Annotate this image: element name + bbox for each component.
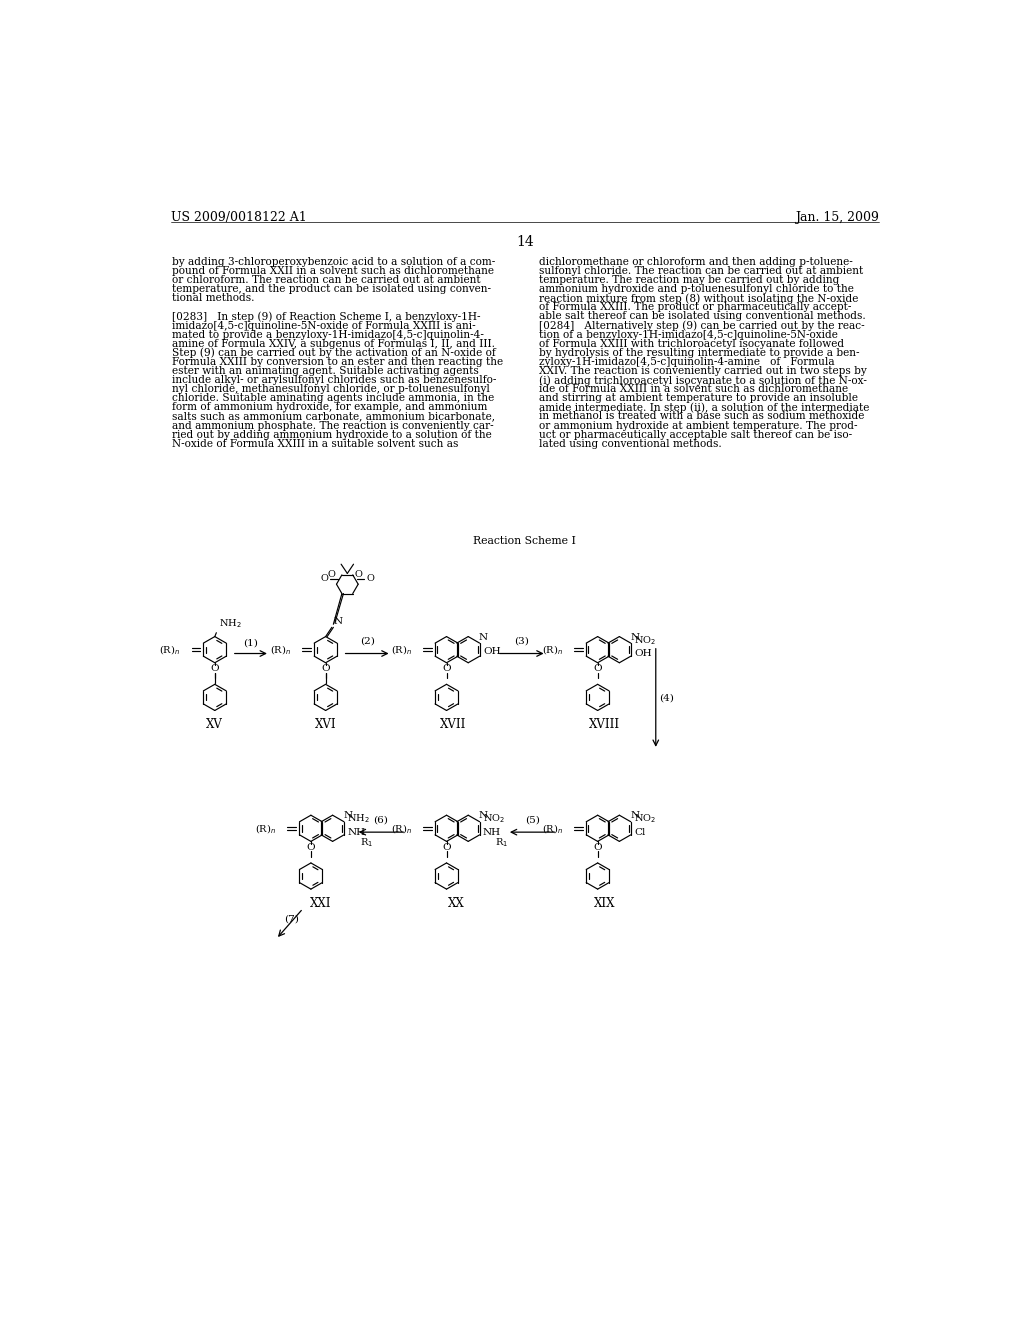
Text: (7): (7) [285,915,299,924]
Text: (1): (1) [244,639,258,647]
Text: (R)$_n$: (R)$_n$ [270,644,291,657]
Text: XVI: XVI [314,718,337,731]
Text: dichloromethane or chloroform and then adding p-toluene-: dichloromethane or chloroform and then a… [539,257,853,267]
Text: O: O [322,664,330,673]
Text: NH: NH [347,828,366,837]
Text: (6): (6) [374,816,388,825]
Text: NH$_2$: NH$_2$ [347,813,370,825]
Text: OH: OH [483,647,501,656]
Text: by adding 3-chloroperoxybenzoic acid to a solution of a com-: by adding 3-chloroperoxybenzoic acid to … [172,257,496,267]
Text: O: O [354,570,362,579]
Text: Formula XXIII by conversion to an ester and then reacting the: Formula XXIII by conversion to an ester … [172,356,504,367]
Text: R$_1$: R$_1$ [359,836,373,849]
Text: XVIII: XVIII [589,718,621,731]
Text: amine of Formula XXIV, a subgenus of Formulas I, II, and III.: amine of Formula XXIV, a subgenus of For… [172,339,496,348]
Text: XXI: XXI [309,896,331,909]
Text: Reaction Scheme I: Reaction Scheme I [473,536,577,545]
Text: imidazo[4,5-c]quinoline-5N-oxide of Formula XXIII is ani-: imidazo[4,5-c]quinoline-5N-oxide of Form… [172,321,476,330]
Text: tion of a benzyloxy-1H-imidazo[4,5-c]quinoline-5N-oxide: tion of a benzyloxy-1H-imidazo[4,5-c]qui… [539,330,838,339]
Text: Step (9) can be carried out by the activation of an N-oxide of: Step (9) can be carried out by the activ… [172,348,496,359]
Text: ammonium hydroxide and p-toluenesulfonyl chloride to the: ammonium hydroxide and p-toluenesulfonyl… [539,284,854,294]
Text: NO$_2$: NO$_2$ [634,634,656,647]
Text: N-oxide of Formula XXIII in a suitable solvent such as: N-oxide of Formula XXIII in a suitable s… [172,438,459,449]
Text: amide intermediate. In step (ii), a solution of the intermediate: amide intermediate. In step (ii), a solu… [539,403,869,413]
Text: nyl chloride, methanesulfonyl chloride, or p-toluenesulfonyl: nyl chloride, methanesulfonyl chloride, … [172,384,490,395]
Text: ried out by adding ammonium hydroxide to a solution of the: ried out by adding ammonium hydroxide to… [172,429,492,440]
Text: XIX: XIX [594,896,615,909]
Text: Cl: Cl [634,828,645,837]
Text: N: N [334,616,342,626]
Text: (3): (3) [514,636,529,645]
Text: (5): (5) [524,816,540,825]
Text: form of ammonium hydroxide, for example, and ammonium: form of ammonium hydroxide, for example,… [172,403,487,412]
Text: (R)$_n$: (R)$_n$ [542,822,563,836]
Text: NH$_2$: NH$_2$ [219,618,242,631]
Text: XX: XX [447,896,464,909]
Text: O: O [328,570,336,579]
Text: (i) adding trichloroacetyl isocyanate to a solution of the N-ox-: (i) adding trichloroacetyl isocyanate to… [539,375,866,385]
Text: O: O [366,574,374,583]
Text: XV: XV [207,718,223,731]
Text: O: O [593,843,602,851]
Text: (R)$_n$: (R)$_n$ [542,644,563,657]
Text: pound of Formula XXII in a solvent such as dichloromethane: pound of Formula XXII in a solvent such … [172,267,495,276]
Text: O: O [442,843,451,851]
Text: sulfonyl chloride. The reaction can be carried out at ambient: sulfonyl chloride. The reaction can be c… [539,267,863,276]
Text: US 2009/0018122 A1: US 2009/0018122 A1 [171,211,306,224]
Text: zyloxy-1H-imidazo[4,5-c]quinolin-4-amine   of   Formula: zyloxy-1H-imidazo[4,5-c]quinolin-4-amine… [539,356,835,367]
Text: (4): (4) [658,693,674,702]
Text: lated using conventional methods.: lated using conventional methods. [539,438,722,449]
Text: include alkyl- or arylsulfonyl chlorides such as benzenesulfo-: include alkyl- or arylsulfonyl chlorides… [172,375,497,385]
Text: reaction mixture from step (8) without isolating the N-oxide: reaction mixture from step (8) without i… [539,293,858,304]
Text: N: N [479,632,488,642]
Text: N: N [343,812,352,820]
Text: (R)$_n$: (R)$_n$ [391,644,412,657]
Text: able salt thereof can be isolated using conventional methods.: able salt thereof can be isolated using … [539,312,865,322]
Text: uct or pharmaceutically acceptable salt thereof can be iso-: uct or pharmaceutically acceptable salt … [539,429,852,440]
Text: (2): (2) [359,636,375,645]
Text: O: O [306,843,315,851]
Text: R$_1$: R$_1$ [496,836,508,849]
Text: O: O [442,664,451,673]
Text: temperature, and the product can be isolated using conven-: temperature, and the product can be isol… [172,284,492,294]
Text: N: N [479,812,488,820]
Text: XVII: XVII [440,718,467,731]
Text: mated to provide a benzyloxy-1H-imidazo[4,5-c]quinolin-4-: mated to provide a benzyloxy-1H-imidazo[… [172,330,484,339]
Text: or ammonium hydroxide at ambient temperature. The prod-: or ammonium hydroxide at ambient tempera… [539,421,857,430]
Text: O: O [593,664,602,673]
Text: salts such as ammonium carbonate, ammonium bicarbonate,: salts such as ammonium carbonate, ammoni… [172,412,496,421]
Text: or chloroform. The reaction can be carried out at ambient: or chloroform. The reaction can be carri… [172,275,481,285]
Text: [0284]   Alternatively step (9) can be carried out by the reac-: [0284] Alternatively step (9) can be car… [539,321,864,331]
Text: O: O [211,664,219,673]
Text: NH: NH [483,828,501,837]
Text: by hydrolysis of the resulting intermediate to provide a ben-: by hydrolysis of the resulting intermedi… [539,348,859,358]
Text: and stirring at ambient temperature to provide an insoluble: and stirring at ambient temperature to p… [539,393,858,403]
Text: (R)$_n$: (R)$_n$ [255,822,276,836]
Text: NO$_2$: NO$_2$ [483,813,505,825]
Text: temperature. The reaction may be carried out by adding: temperature. The reaction may be carried… [539,275,839,285]
Text: (R)$_n$: (R)$_n$ [159,644,180,657]
Text: in methanol is treated with a base such as sodium methoxide: in methanol is treated with a base such … [539,412,864,421]
Text: chloride. Suitable aminating agents include ammonia, in the: chloride. Suitable aminating agents incl… [172,393,495,403]
Text: Jan. 15, 2009: Jan. 15, 2009 [795,211,879,224]
Text: tional methods.: tional methods. [172,293,255,304]
Text: (R)$_n$: (R)$_n$ [391,822,412,836]
Text: ester with an animating agent. Suitable activating agents: ester with an animating agent. Suitable … [172,366,479,376]
Text: of Formula XXIII. The product or pharmaceutically accept-: of Formula XXIII. The product or pharmac… [539,302,851,313]
Text: and ammonium phosphate. The reaction is conveniently car-: and ammonium phosphate. The reaction is … [172,421,494,430]
Text: ide of Formula XXIII in a solvent such as dichloromethane: ide of Formula XXIII in a solvent such a… [539,384,848,395]
Text: 14: 14 [516,235,534,249]
Text: NO$_2$: NO$_2$ [634,813,656,825]
Text: XXIV. The reaction is conveniently carried out in two steps by: XXIV. The reaction is conveniently carri… [539,366,866,376]
Text: of Formula XXIII with trichloroacetyl isocyanate followed: of Formula XXIII with trichloroacetyl is… [539,339,844,348]
Text: N: N [630,812,639,820]
Text: OH: OH [634,649,651,657]
Text: [0283]   In step (9) of Reaction Scheme I, a benzyloxy-1H-: [0283] In step (9) of Reaction Scheme I,… [172,312,480,322]
Text: N: N [630,632,639,642]
Text: O: O [321,574,329,583]
